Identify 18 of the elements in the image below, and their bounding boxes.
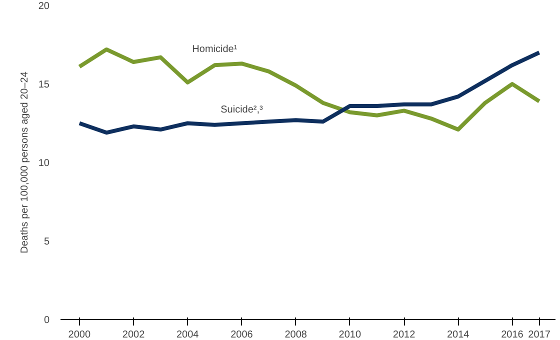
x-tick-label: 2016 (501, 330, 524, 340)
y-tick-label: 5 (44, 236, 50, 248)
y-tick-label: 20 (38, 1, 50, 12)
series-label: Homicide¹ (192, 44, 238, 56)
y-tick-label: 0 (44, 315, 50, 326)
series-label: Suicide²,³ (220, 104, 264, 116)
y-tick-label: 15 (38, 80, 50, 90)
y-axis-title: Deaths per 100,000 persons aged 20–24 (19, 71, 30, 254)
x-tick-label: 2002 (122, 330, 146, 340)
x-tick-label: 2017 (528, 330, 551, 340)
x-tick-label: 2004 (176, 330, 200, 340)
x-tick-label: 2010 (338, 330, 362, 340)
x-tick-label: 2014 (447, 330, 470, 340)
x-tick-label: 2000 (68, 330, 91, 340)
x-tick-label: 2012 (392, 330, 416, 340)
x-tick-label: 2008 (284, 330, 308, 340)
y-tick-label: 10 (38, 158, 50, 169)
x-tick-label: 2006 (230, 330, 254, 340)
